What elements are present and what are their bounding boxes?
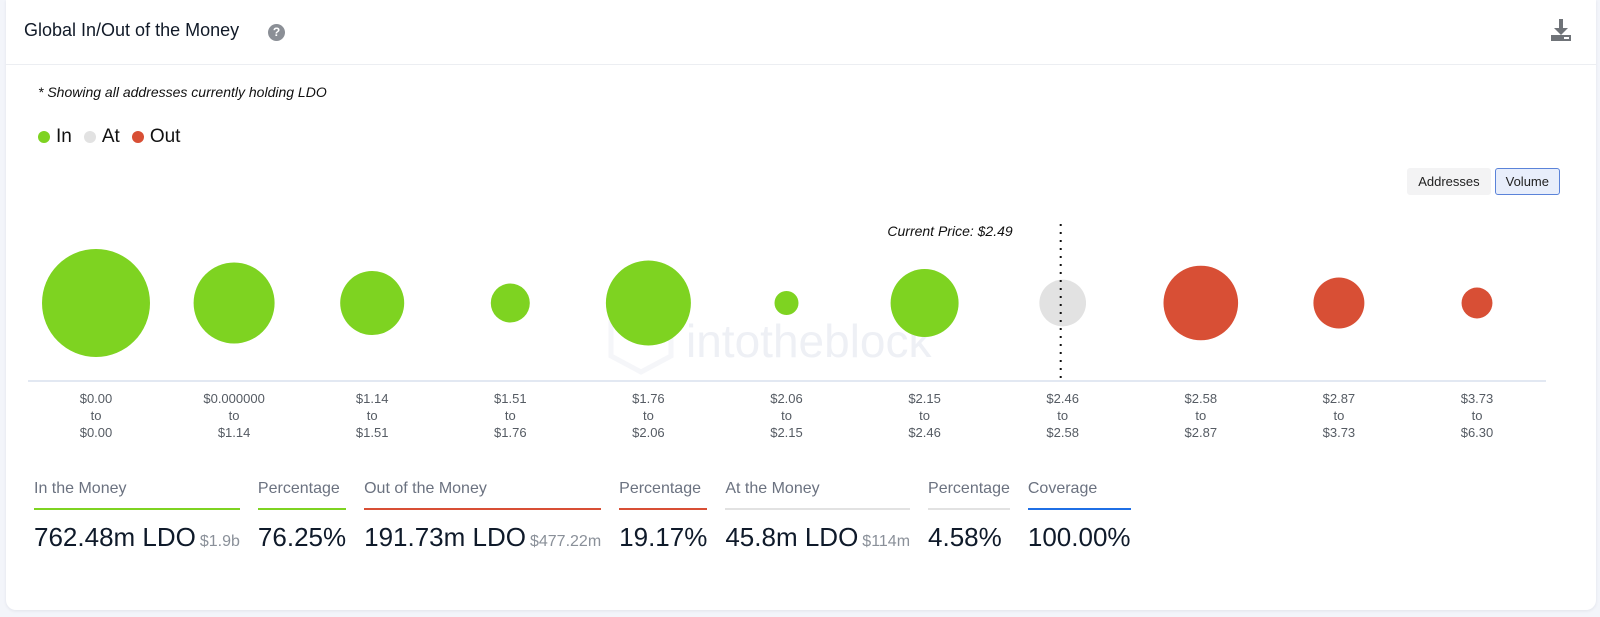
addresses-toggle-button[interactable]: Addresses: [1407, 168, 1491, 195]
legend-label: Out: [149, 126, 181, 147]
legend-dot-at: [83, 131, 96, 143]
card-header: Global In/Out of the Money ?: [6, 0, 1596, 65]
stat-value-wrap: 762.48m LDO $1.9b: [34, 522, 240, 553]
legend-item-at[interactable]: At: [83, 126, 120, 148]
bubble-out[interactable]: [1163, 265, 1239, 341]
holding-note: * Showing all addresses currently holdin…: [38, 84, 327, 100]
stat-label: At the Money: [725, 480, 911, 510]
legend-dot-in: [38, 131, 50, 143]
stat-value-wrap: 19.17%: [619, 522, 707, 553]
legend-item-in[interactable]: In: [38, 126, 72, 148]
download-icon[interactable]: [1550, 18, 1572, 42]
x-tick-label: to: [229, 408, 240, 423]
x-tick-label: to: [919, 408, 930, 423]
x-tick-label: $2.06: [632, 425, 665, 440]
bubble-in[interactable]: [193, 262, 275, 344]
legend-item-out[interactable]: Out: [131, 126, 181, 148]
x-tick-label: $2.87: [1323, 391, 1356, 406]
stat-label: Out of the Money: [364, 480, 602, 510]
stat-out-percentage: Percentage 19.17%: [619, 480, 708, 553]
stat-value: 191.73m LDO: [364, 522, 526, 552]
x-tick-label: $2.15: [770, 425, 803, 440]
x-tick-label: to: [1472, 408, 1483, 423]
x-tick-label: $6.30: [1461, 425, 1494, 440]
stat-out-of-the-money: Out of the Money 191.73m LDO $477.22m: [364, 480, 602, 553]
stat-label: Percentage: [257, 480, 347, 510]
x-tick-label: $1.76: [494, 425, 527, 440]
x-tick-label: $0.00: [80, 391, 113, 406]
x-tick-label: to: [1195, 408, 1206, 423]
x-tick-label: $1.51: [356, 425, 389, 440]
stat-label: Coverage: [1027, 480, 1131, 510]
bubble-at[interactable]: [1039, 279, 1087, 327]
watermark-text: intotheblock: [686, 315, 932, 367]
x-tick-label: $1.14: [356, 391, 389, 406]
x-tick-label: $1.76: [632, 391, 665, 406]
stat-value-wrap: 76.25%: [258, 522, 346, 553]
stat-value-wrap: 45.8m LDO $114m: [725, 522, 910, 553]
legend-dot-out: [131, 131, 144, 143]
stat-value-wrap: 4.58%: [928, 522, 1010, 553]
stat-value-wrap: 191.73m LDO $477.22m: [364, 522, 601, 553]
stat-sub: $1.9b: [199, 533, 240, 550]
bubble-out[interactable]: [1313, 277, 1365, 329]
bubble-out[interactable]: [1461, 287, 1493, 319]
stat-value: 45.8m LDO: [725, 522, 859, 552]
bubble-chart: intotheblock $0.00 to $0.00 $0.000000 to $1.1…: [28, 223, 1546, 440]
bubble-in[interactable]: [42, 249, 150, 357]
stat-value: 19.17%: [619, 522, 708, 552]
x-tick-label: $1.14: [218, 425, 251, 440]
current-price-label: Current Price: $2.49: [887, 223, 1012, 239]
x-tick-label: $1.51: [494, 391, 527, 406]
x-tick-label: to: [91, 408, 102, 423]
card-title: Global In/Out of the Money: [24, 20, 240, 40]
stat-value: 4.58%: [928, 522, 1002, 552]
x-tick-label: $2.06: [770, 391, 803, 406]
x-tick-label: $2.58: [1046, 425, 1079, 440]
bubble-in[interactable]: [490, 283, 530, 323]
stat-value-wrap: 100.00%: [1028, 522, 1131, 553]
stat-sub: $477.22m: [529, 533, 602, 550]
bubble-in[interactable]: [890, 269, 959, 337]
metric-toggle: Addresses Volume: [1407, 168, 1560, 195]
x-tick-label: to: [1057, 408, 1068, 423]
x-tick-label: to: [643, 408, 654, 423]
stat-at-the-money: At the Money 45.8m LDO $114m: [725, 480, 911, 553]
stat-value: 76.25%: [257, 522, 347, 552]
stat-at-percentage: Percentage 4.58%: [928, 480, 1010, 553]
x-tick-label: $0.00: [80, 425, 113, 440]
x-tick-label: to: [1333, 408, 1344, 423]
bubble-in[interactable]: [340, 271, 405, 335]
stat-label: Percentage: [928, 480, 1010, 510]
x-tick-label: $0.000000: [203, 391, 264, 406]
x-tick-label: $2.46: [908, 425, 941, 440]
stat-label: In the Money: [34, 480, 240, 510]
x-tick-label: $2.58: [1185, 391, 1218, 406]
x-tick-label: $3.73: [1323, 425, 1356, 440]
stat-in-the-money: In the Money 762.48m LDO $1.9b: [34, 480, 240, 553]
bubble-in[interactable]: [774, 291, 799, 315]
stat-sub: $114m: [862, 533, 911, 550]
bubble-in[interactable]: [605, 260, 691, 346]
x-tick-label: $2.46: [1046, 391, 1079, 406]
iom-card: Global In/Out of the Money ? * Showing a…: [6, 0, 1596, 610]
question-circle-icon[interactable]: ?: [268, 24, 285, 41]
volume-toggle-button[interactable]: Volume: [1494, 168, 1560, 195]
x-tick-label: $2.87: [1185, 425, 1218, 440]
stat-in-percentage: Percentage 76.25%: [257, 480, 347, 553]
legend: In At Out: [38, 126, 180, 148]
x-tick-label: $2.15: [908, 391, 941, 406]
stat-value: 762.48m LDO: [34, 522, 196, 552]
stat-coverage: Coverage 100.00%: [1027, 480, 1131, 553]
legend-label: In: [56, 126, 72, 147]
x-tick-label: to: [367, 408, 378, 423]
watermark: intotheblock: [608, 303, 932, 375]
x-tick-label: to: [505, 408, 516, 423]
legend-label: At: [101, 126, 120, 147]
stat-value: 100.00%: [1027, 522, 1131, 552]
stat-label: Percentage: [619, 480, 708, 510]
x-tick-label: $3.73: [1461, 391, 1494, 406]
stats-row: In the Money 762.48m LDO $1.9b Percentage…: [34, 480, 1131, 553]
x-tick-label: to: [781, 408, 792, 423]
